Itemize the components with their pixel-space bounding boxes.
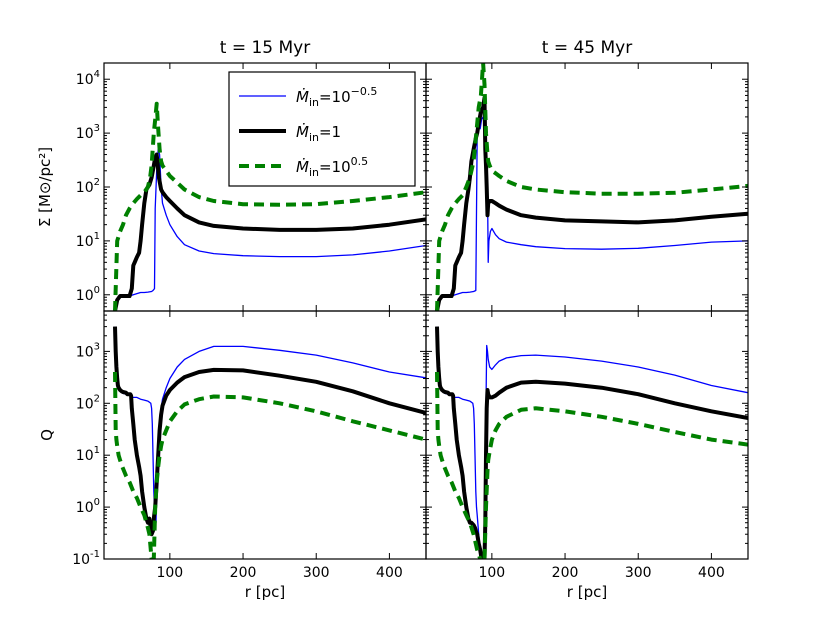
y-tick-label: 101 <box>76 231 100 250</box>
y-tick-label: 101 <box>76 445 100 464</box>
y-axis-label: Q <box>38 429 56 441</box>
legend: Ṁin=10−0.5 Ṁin=1 Ṁin=100.5 <box>228 71 416 187</box>
series-line-mid-panel-0-1 <box>435 95 748 311</box>
panel-title: t = 15 Myr <box>220 38 310 58</box>
x-tick-label: 300 <box>303 565 330 581</box>
panel-1-0 <box>113 326 426 559</box>
x-tick-label: 100 <box>156 565 183 581</box>
y-tick-label: 102 <box>76 393 100 412</box>
series-line-high-panel-1-1 <box>435 371 748 559</box>
y-tick-label: 100 <box>76 497 100 516</box>
y-axis-label: Σ [M⊙/pc²] <box>36 147 54 227</box>
x-axis-label: r [pc] <box>567 583 607 601</box>
x-tick-label: 400 <box>698 565 725 581</box>
panels-layer <box>113 63 748 559</box>
x-tick-label: 300 <box>625 565 652 581</box>
y-tick-label: 102 <box>76 177 100 196</box>
series-line-mid-panel-1-0 <box>113 326 426 537</box>
y-tick-label: 104 <box>76 69 100 88</box>
y-tick-label: 103 <box>76 341 100 360</box>
y-tick-label: 10-1 <box>72 549 100 568</box>
panel-title: t = 45 Myr <box>542 38 632 58</box>
legend-label: Ṁin=10−0.5 <box>296 85 377 109</box>
labels-layer: 100 200 300 400 r [pc] 100 200 300 400 r [pc] 100 1… <box>36 38 749 601</box>
panel-0-0 <box>113 101 426 311</box>
x-axis-label: r [pc] <box>245 583 285 601</box>
y-tick-label: 100 <box>76 285 100 304</box>
panel-frame-0-1 <box>425 62 749 312</box>
series-line-high-panel-0-1 <box>435 63 748 311</box>
series-line-high-panel-0-0 <box>113 101 426 311</box>
x-tick-label: 400 <box>376 565 403 581</box>
y-tick-label: 103 <box>76 123 100 142</box>
legend-label: Ṁin=1 <box>296 122 341 144</box>
panel-1-1 <box>435 326 748 559</box>
panel-frame-1-1 <box>425 310 749 560</box>
series-line-high-panel-1-0 <box>113 371 426 559</box>
x-tick-label: 100 <box>478 565 505 581</box>
panel-0-1 <box>435 63 748 311</box>
x-tick-label: 200 <box>230 565 257 581</box>
x-tick-label: 200 <box>552 565 579 581</box>
series-line-mid-panel-1-1 <box>435 326 748 559</box>
legend-label: Ṁin=100.5 <box>296 155 368 179</box>
